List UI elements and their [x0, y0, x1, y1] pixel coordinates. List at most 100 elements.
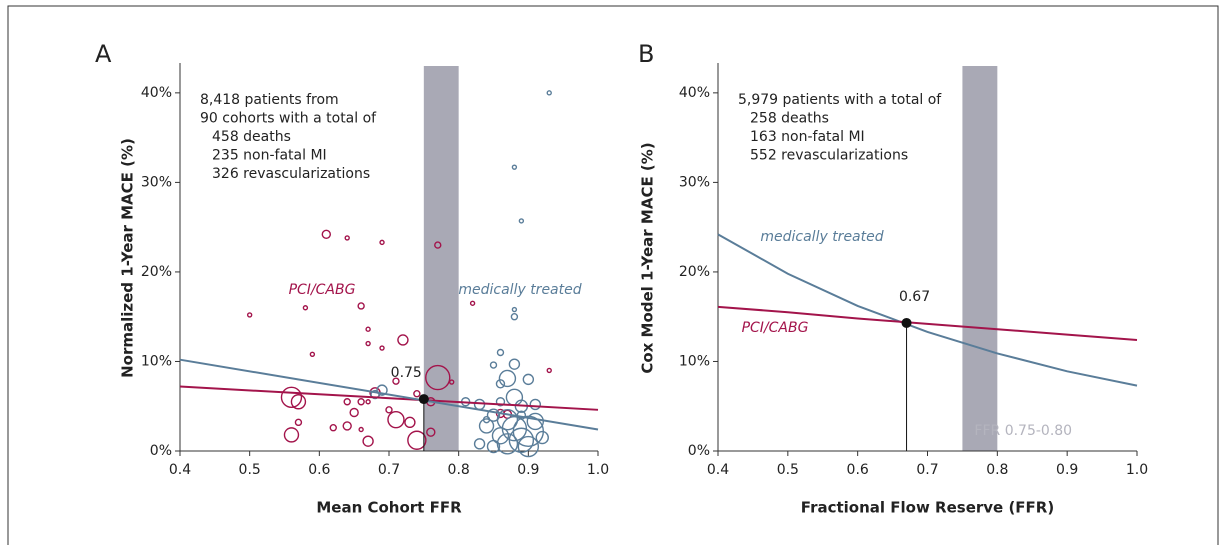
bubble [546, 90, 552, 96]
x-tick-label: 0.5 [777, 462, 799, 478]
bubble [489, 361, 498, 369]
x-tick-label: 0.8 [448, 462, 470, 478]
bubble [379, 345, 385, 351]
x-tick-label: 0.5 [239, 462, 261, 478]
bubble [482, 415, 491, 424]
bubble [344, 235, 350, 241]
y-tick-label: 30% [141, 174, 172, 190]
bubble [425, 364, 451, 391]
note: 8,418 patients from [200, 92, 339, 108]
bubble [510, 312, 519, 321]
y-tick-label: 0% [150, 443, 172, 459]
bubble [496, 348, 505, 357]
bubble [392, 377, 400, 385]
y-tick-label: 10% [141, 353, 172, 369]
bubble [357, 398, 365, 406]
bubble [321, 229, 331, 240]
y-tick-label: 20% [141, 264, 172, 280]
y-tick-label: 40% [141, 85, 172, 101]
bubble [505, 388, 524, 406]
series-label: medically treated [458, 282, 581, 298]
y-tick-label: 20% [679, 264, 710, 280]
bubble [522, 373, 535, 386]
bubble [495, 397, 506, 407]
series-line [717, 305, 1138, 341]
x-tick-label: 0.6 [847, 462, 869, 478]
fit-line [179, 358, 599, 431]
series-label: medically treated [760, 229, 883, 245]
bubble [498, 369, 517, 388]
bubble [357, 302, 365, 310]
bubble [358, 426, 364, 433]
bubble [518, 218, 525, 224]
bubble [526, 412, 544, 431]
bubble [546, 367, 552, 374]
bubble [294, 418, 303, 427]
y-axis-title: Normalized 1-Year MACE (%) [119, 138, 137, 378]
bubble [376, 384, 388, 396]
bubble [365, 340, 371, 347]
bubble [404, 416, 416, 429]
x-tick-label: 1.0 [1126, 462, 1148, 478]
bubble [379, 239, 385, 246]
bubble [426, 427, 436, 437]
series-line [717, 233, 1138, 387]
x-tick-label: 0.6 [308, 462, 330, 478]
bubble [362, 435, 374, 447]
bubble [511, 164, 518, 170]
bubble [508, 427, 535, 453]
y-tick-label: 0% [688, 443, 710, 459]
bubble [517, 435, 540, 458]
frame [7, 5, 1219, 545]
band-label: FFR 0.75-0.80 [974, 423, 1072, 439]
ffr-band [962, 66, 998, 451]
bubble [283, 427, 300, 443]
x-tick-label: 0.4 [169, 462, 191, 478]
y-tick-label: 10% [679, 353, 710, 369]
x-axis-title: Mean Cohort FFR [316, 499, 462, 517]
bubble [491, 427, 510, 445]
x-tick-label: 0.4 [707, 462, 729, 478]
series-label: PCI/CABG [742, 320, 809, 336]
x-tick-label: 0.7 [916, 462, 938, 478]
bubble [343, 398, 351, 406]
bubble [387, 410, 405, 429]
y-tick-label: 40% [679, 85, 710, 101]
bubble [529, 398, 541, 411]
y-tick-label: 30% [679, 174, 710, 190]
note-item: 458 deaths [212, 129, 291, 145]
bubble [329, 424, 337, 432]
bubble [280, 386, 303, 408]
note: 5,979 patients with a total of [738, 92, 942, 108]
bubble [370, 389, 380, 400]
bubble [302, 305, 309, 311]
crossover-label: 0.67 [899, 289, 930, 305]
bubble [511, 306, 518, 313]
crossover-point [418, 394, 429, 405]
note-item: 163 non-fatal MI [750, 129, 865, 145]
bubble [309, 351, 316, 358]
note-item: 235 non-fatal MI [212, 148, 327, 164]
x-tick-label: 0.9 [1056, 462, 1078, 478]
note-item: 258 deaths [750, 111, 829, 127]
bubble [486, 439, 501, 454]
bubble [486, 408, 501, 422]
bubble [449, 379, 455, 385]
bubble [496, 408, 519, 431]
bubble [478, 418, 495, 434]
bubble [365, 326, 371, 332]
note-item: 326 revascularizations [212, 166, 370, 182]
bubble [496, 433, 519, 455]
bubble [434, 241, 442, 249]
bubble [495, 379, 506, 389]
bubble [397, 334, 409, 346]
y-axis-title: Cox Model 1-Year MACE (%) [639, 142, 657, 373]
panel-letter: A [95, 40, 112, 68]
bubble [535, 430, 549, 445]
panel-letter: B [638, 40, 654, 68]
bubble [290, 394, 307, 410]
x-tick-label: 0.9 [517, 462, 539, 478]
crossover-label: 0.75 [391, 365, 422, 381]
bubble [342, 421, 352, 431]
